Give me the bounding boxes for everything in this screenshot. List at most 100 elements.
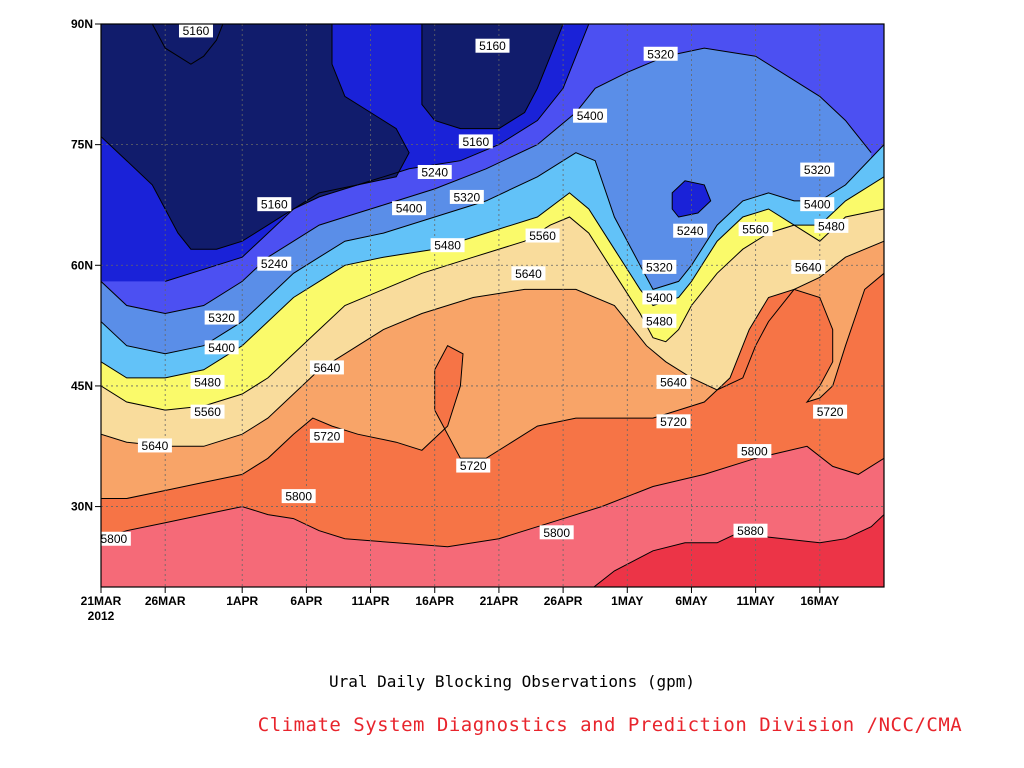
- x-tick-label: 6APR: [290, 594, 322, 608]
- contour-label: 5400: [392, 201, 427, 216]
- contour-label: 5480: [642, 313, 677, 328]
- contour-label-box: [642, 259, 677, 274]
- contour-label-text: 5480: [646, 314, 673, 328]
- contour-line-5240: [165, 24, 590, 282]
- contour-label-text: 5320: [208, 311, 235, 325]
- contour-line-5480: [101, 176, 884, 379]
- plot-frame: [100, 23, 885, 588]
- contour-line-5400: [101, 144, 884, 355]
- contour-label-text: 5640: [795, 260, 822, 274]
- contour-label: 5320: [642, 259, 677, 274]
- contour-label: 5160: [458, 134, 493, 149]
- contour-label-text: 5400: [577, 109, 604, 123]
- contour-label-text: 5560: [529, 229, 556, 243]
- contour-label: 5560: [738, 222, 773, 237]
- contour-label: 5240: [417, 164, 452, 179]
- contour-label-box: [449, 189, 484, 204]
- contour-line-5640: [101, 240, 884, 447]
- contour-label-box: [656, 414, 691, 429]
- contour-label-text: 5800: [741, 445, 768, 459]
- contour-label-box: [430, 238, 465, 253]
- contour-label-box: [800, 197, 835, 212]
- contour-label-box: [456, 458, 491, 473]
- chart-title: Ural Daily Blocking Observations (gpm): [328, 672, 696, 691]
- y-axis: 30N 45N 60N 75N 90N: [71, 17, 101, 514]
- contour-label-box: [573, 108, 608, 123]
- contour-label-text: 5800: [543, 526, 570, 540]
- contour-label-box: [190, 374, 225, 389]
- contour-label: 5640: [309, 360, 344, 375]
- contour-label: 5800: [539, 525, 574, 540]
- contour-label-text: 5160: [183, 24, 210, 38]
- band-5240-closed: [672, 180, 711, 217]
- contour-label-box: [642, 290, 677, 305]
- contour-label: 5160: [475, 38, 510, 53]
- contour-label-box: [309, 428, 344, 443]
- contour-label-box: [257, 256, 292, 271]
- contour-label-text: 5320: [453, 190, 480, 204]
- x-tick-label: 16MAY: [800, 594, 839, 608]
- x-tick-label: 21MAR: [81, 594, 122, 608]
- contour-lines: [101, 24, 884, 587]
- y-tick-label: 90N: [71, 17, 93, 31]
- contour-label-text: 5240: [261, 257, 288, 271]
- contour-label-text: 5800: [285, 490, 312, 504]
- contour-label-box: [642, 313, 677, 328]
- contour-labels: 5160 5160 5320 5400 5160 5240 5320 5400 5160 5240…: [96, 23, 849, 546]
- contour-label-box: [733, 523, 768, 538]
- contour-line-5160: [101, 24, 410, 250]
- contour-label-text: 5240: [421, 165, 448, 179]
- contour-label-box: [738, 222, 773, 237]
- contour-label: 5640: [656, 374, 691, 389]
- contour-label: 5720: [309, 428, 344, 443]
- contour-label: 5720: [656, 414, 691, 429]
- contour-line-5320: [101, 47, 872, 315]
- contour-label-text: 5560: [742, 223, 769, 237]
- contour-label-text: 5560: [194, 405, 221, 419]
- contour-label-text: 5640: [660, 375, 687, 389]
- contour-label: 5400: [642, 290, 677, 305]
- contour-label-box: [178, 23, 213, 38]
- contour-label-text: 5880: [737, 524, 764, 538]
- contour-label-box: [673, 223, 708, 238]
- contour-label-text: 5400: [396, 202, 423, 216]
- contour-label-box: [204, 340, 239, 355]
- contour-label-text: 5480: [818, 219, 845, 233]
- contour-label-box: [800, 162, 835, 177]
- contour-label: 5800: [737, 444, 772, 459]
- contour-label-text: 5400: [646, 291, 673, 305]
- contour-label-box: [281, 489, 316, 504]
- contour-label-text: 5320: [804, 163, 831, 177]
- contour-label-box: [137, 438, 172, 453]
- credit-line: Climate System Diagnostics and Predictio…: [257, 714, 963, 736]
- contour-label: 5480: [814, 218, 849, 233]
- contour-label-text: 5400: [208, 341, 235, 355]
- x-tick-label: 11APR: [352, 594, 390, 608]
- contour-label: 5400: [573, 108, 608, 123]
- contour-line-5560: [101, 208, 884, 411]
- contour-label-box: [458, 134, 493, 149]
- contour-label: 5640: [137, 438, 172, 453]
- x-tick-label: 26MAR: [145, 594, 186, 608]
- contour-label: 5320: [800, 162, 835, 177]
- contour-label: 5320: [643, 46, 678, 61]
- x-tick-label: 26APR: [544, 594, 583, 608]
- contour-label: 5240: [257, 256, 292, 271]
- x-year-label: 2012: [88, 609, 115, 623]
- contour-label: 5160: [257, 197, 292, 212]
- contour-label-box: [814, 218, 849, 233]
- contour-label-box: [791, 259, 826, 274]
- contour-label-box: [417, 164, 452, 179]
- contour-label-box: [737, 444, 772, 459]
- contour-label: 5640: [511, 266, 546, 281]
- contour-label: 5720: [456, 458, 491, 473]
- contour-label: 5800: [96, 531, 131, 546]
- x-tick-label: 1APR: [226, 594, 258, 608]
- contour-label-box: [96, 531, 131, 546]
- contour-label-text: 5800: [100, 532, 127, 546]
- y-tick-label: 75N: [71, 138, 93, 152]
- contour-line-5160: [421, 24, 564, 130]
- band-below-5160-pocket: [101, 24, 410, 250]
- contour-label: 5400: [800, 197, 835, 212]
